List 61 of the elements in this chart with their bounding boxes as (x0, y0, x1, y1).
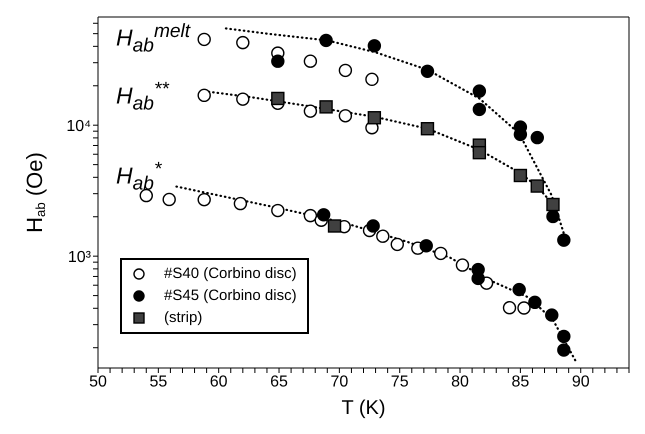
point (557, 343, 571, 357)
point (420, 239, 433, 252)
x-tick-label: 75 (390, 373, 409, 390)
x-tick-label: 80 (451, 373, 470, 390)
point (512, 282, 526, 296)
legend-label: (strip) (164, 308, 202, 328)
point (472, 102, 486, 116)
point (557, 330, 571, 344)
point (514, 168, 528, 182)
point (234, 196, 248, 210)
point (304, 104, 318, 118)
point (366, 219, 380, 233)
legend-label: #S40 (Corbino disc) (164, 264, 297, 284)
point (502, 301, 516, 314)
point (316, 208, 330, 222)
x-tick-label: 70 (330, 373, 348, 390)
point (162, 192, 176, 206)
x-tick-label: 60 (210, 373, 228, 390)
x-tick-label: 85 (511, 373, 530, 390)
point (304, 208, 318, 222)
point (434, 246, 448, 260)
point (420, 122, 434, 136)
point (271, 92, 285, 106)
point (198, 192, 211, 206)
point (517, 301, 531, 315)
point (328, 219, 342, 233)
point (528, 296, 542, 310)
x-tick-label: 50 (89, 373, 107, 390)
point (338, 64, 352, 78)
x-tick-label: 90 (572, 373, 590, 390)
point (376, 230, 390, 243)
point (545, 308, 558, 322)
point (546, 198, 560, 212)
point (365, 72, 379, 86)
point (546, 210, 560, 224)
y-tick-label: 10⁴ (66, 118, 92, 135)
point (530, 179, 544, 193)
point (236, 36, 250, 50)
point (368, 111, 382, 124)
point (236, 92, 250, 106)
x-tick-label: 55 (149, 373, 168, 390)
legend-label: #S45 (Corbino disc) (164, 286, 297, 306)
point (271, 204, 285, 218)
y-tick-label: 10³ (68, 248, 92, 266)
x-axis-title: T (K) (341, 397, 386, 419)
point (420, 64, 434, 78)
point (390, 238, 404, 252)
point (456, 258, 470, 272)
point (530, 130, 544, 144)
point (198, 32, 211, 46)
point (557, 233, 571, 247)
point (198, 88, 211, 102)
point (319, 34, 333, 48)
point (319, 100, 333, 114)
point (304, 54, 318, 68)
point (368, 39, 382, 52)
point (338, 109, 352, 122)
point (472, 146, 486, 160)
point (472, 84, 486, 98)
x-tick-label: 65 (270, 373, 288, 390)
point (271, 54, 285, 68)
